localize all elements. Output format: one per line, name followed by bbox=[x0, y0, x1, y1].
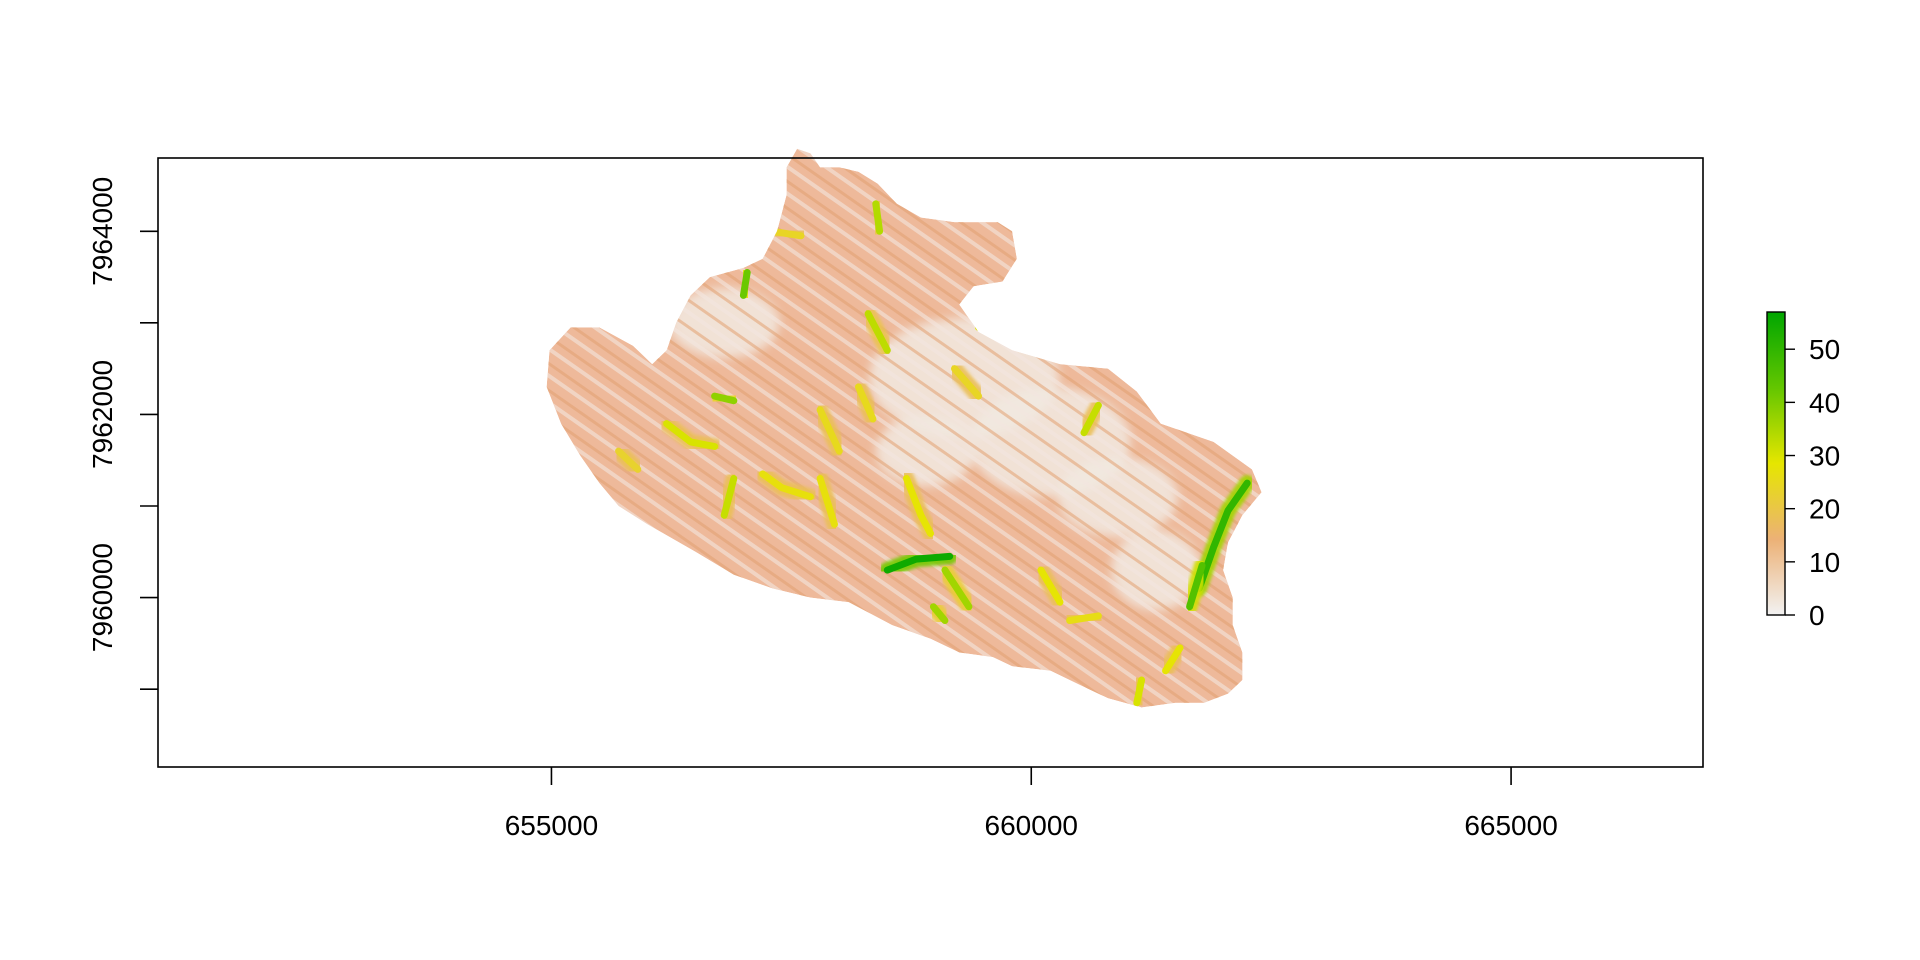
slope-feature bbox=[653, 291, 675, 327]
slope-feature bbox=[975, 310, 1006, 331]
legend-tick-label: 10 bbox=[1809, 547, 1840, 578]
slope-feature bbox=[883, 552, 954, 574]
slope-feature bbox=[615, 447, 642, 473]
slope-feature bbox=[1133, 676, 1146, 707]
slope-feature bbox=[759, 470, 814, 501]
x-tick-label: 665000 bbox=[1464, 810, 1557, 841]
y-axis: 7960000 7962000 7964000 bbox=[87, 177, 158, 690]
slope-feature bbox=[864, 310, 891, 354]
slope-feature bbox=[768, 227, 805, 240]
slope-feature bbox=[1037, 566, 1064, 606]
high-value-features bbox=[610, 195, 1256, 708]
plot-frame bbox=[157, 157, 1704, 768]
y-tick-label: 7964000 bbox=[87, 177, 118, 286]
slope-feature bbox=[941, 566, 973, 611]
slope-feature bbox=[816, 475, 838, 528]
legend-tick-label: 30 bbox=[1809, 441, 1840, 472]
x-tick-label: 655000 bbox=[505, 810, 598, 841]
slope-feature bbox=[1066, 612, 1102, 624]
slope-feature-halo bbox=[970, 305, 1011, 336]
x-axis: 655000 660000 665000 bbox=[505, 767, 1558, 841]
slope-feature bbox=[929, 603, 949, 624]
slope-feature-halo bbox=[649, 287, 680, 331]
legend-tick-label: 50 bbox=[1809, 334, 1840, 365]
slope-feature bbox=[903, 475, 934, 537]
slope-feature bbox=[1162, 644, 1184, 675]
slope-feature bbox=[855, 383, 877, 423]
slope-feature bbox=[1186, 562, 1206, 611]
slope-feature bbox=[816, 406, 843, 455]
y-tick-label: 7960000 bbox=[87, 543, 118, 652]
slope-feature bbox=[872, 200, 884, 235]
slope-feature bbox=[663, 420, 719, 450]
y-tick-label: 7962000 bbox=[87, 360, 118, 469]
legend-color-bar bbox=[1766, 311, 1786, 616]
slope-feature bbox=[711, 392, 738, 405]
legend-tick-label: 0 bbox=[1809, 600, 1825, 631]
slope-feature bbox=[720, 475, 738, 519]
slope-feature bbox=[739, 269, 751, 299]
legend-tick-label: 40 bbox=[1809, 387, 1840, 418]
legend-tick-label: 20 bbox=[1809, 494, 1840, 525]
slope-feature bbox=[1080, 401, 1102, 437]
x-tick-label: 660000 bbox=[985, 810, 1078, 841]
slope-feature bbox=[951, 365, 982, 400]
color-legend: 0 10 20 30 40 50 bbox=[1766, 311, 1840, 631]
